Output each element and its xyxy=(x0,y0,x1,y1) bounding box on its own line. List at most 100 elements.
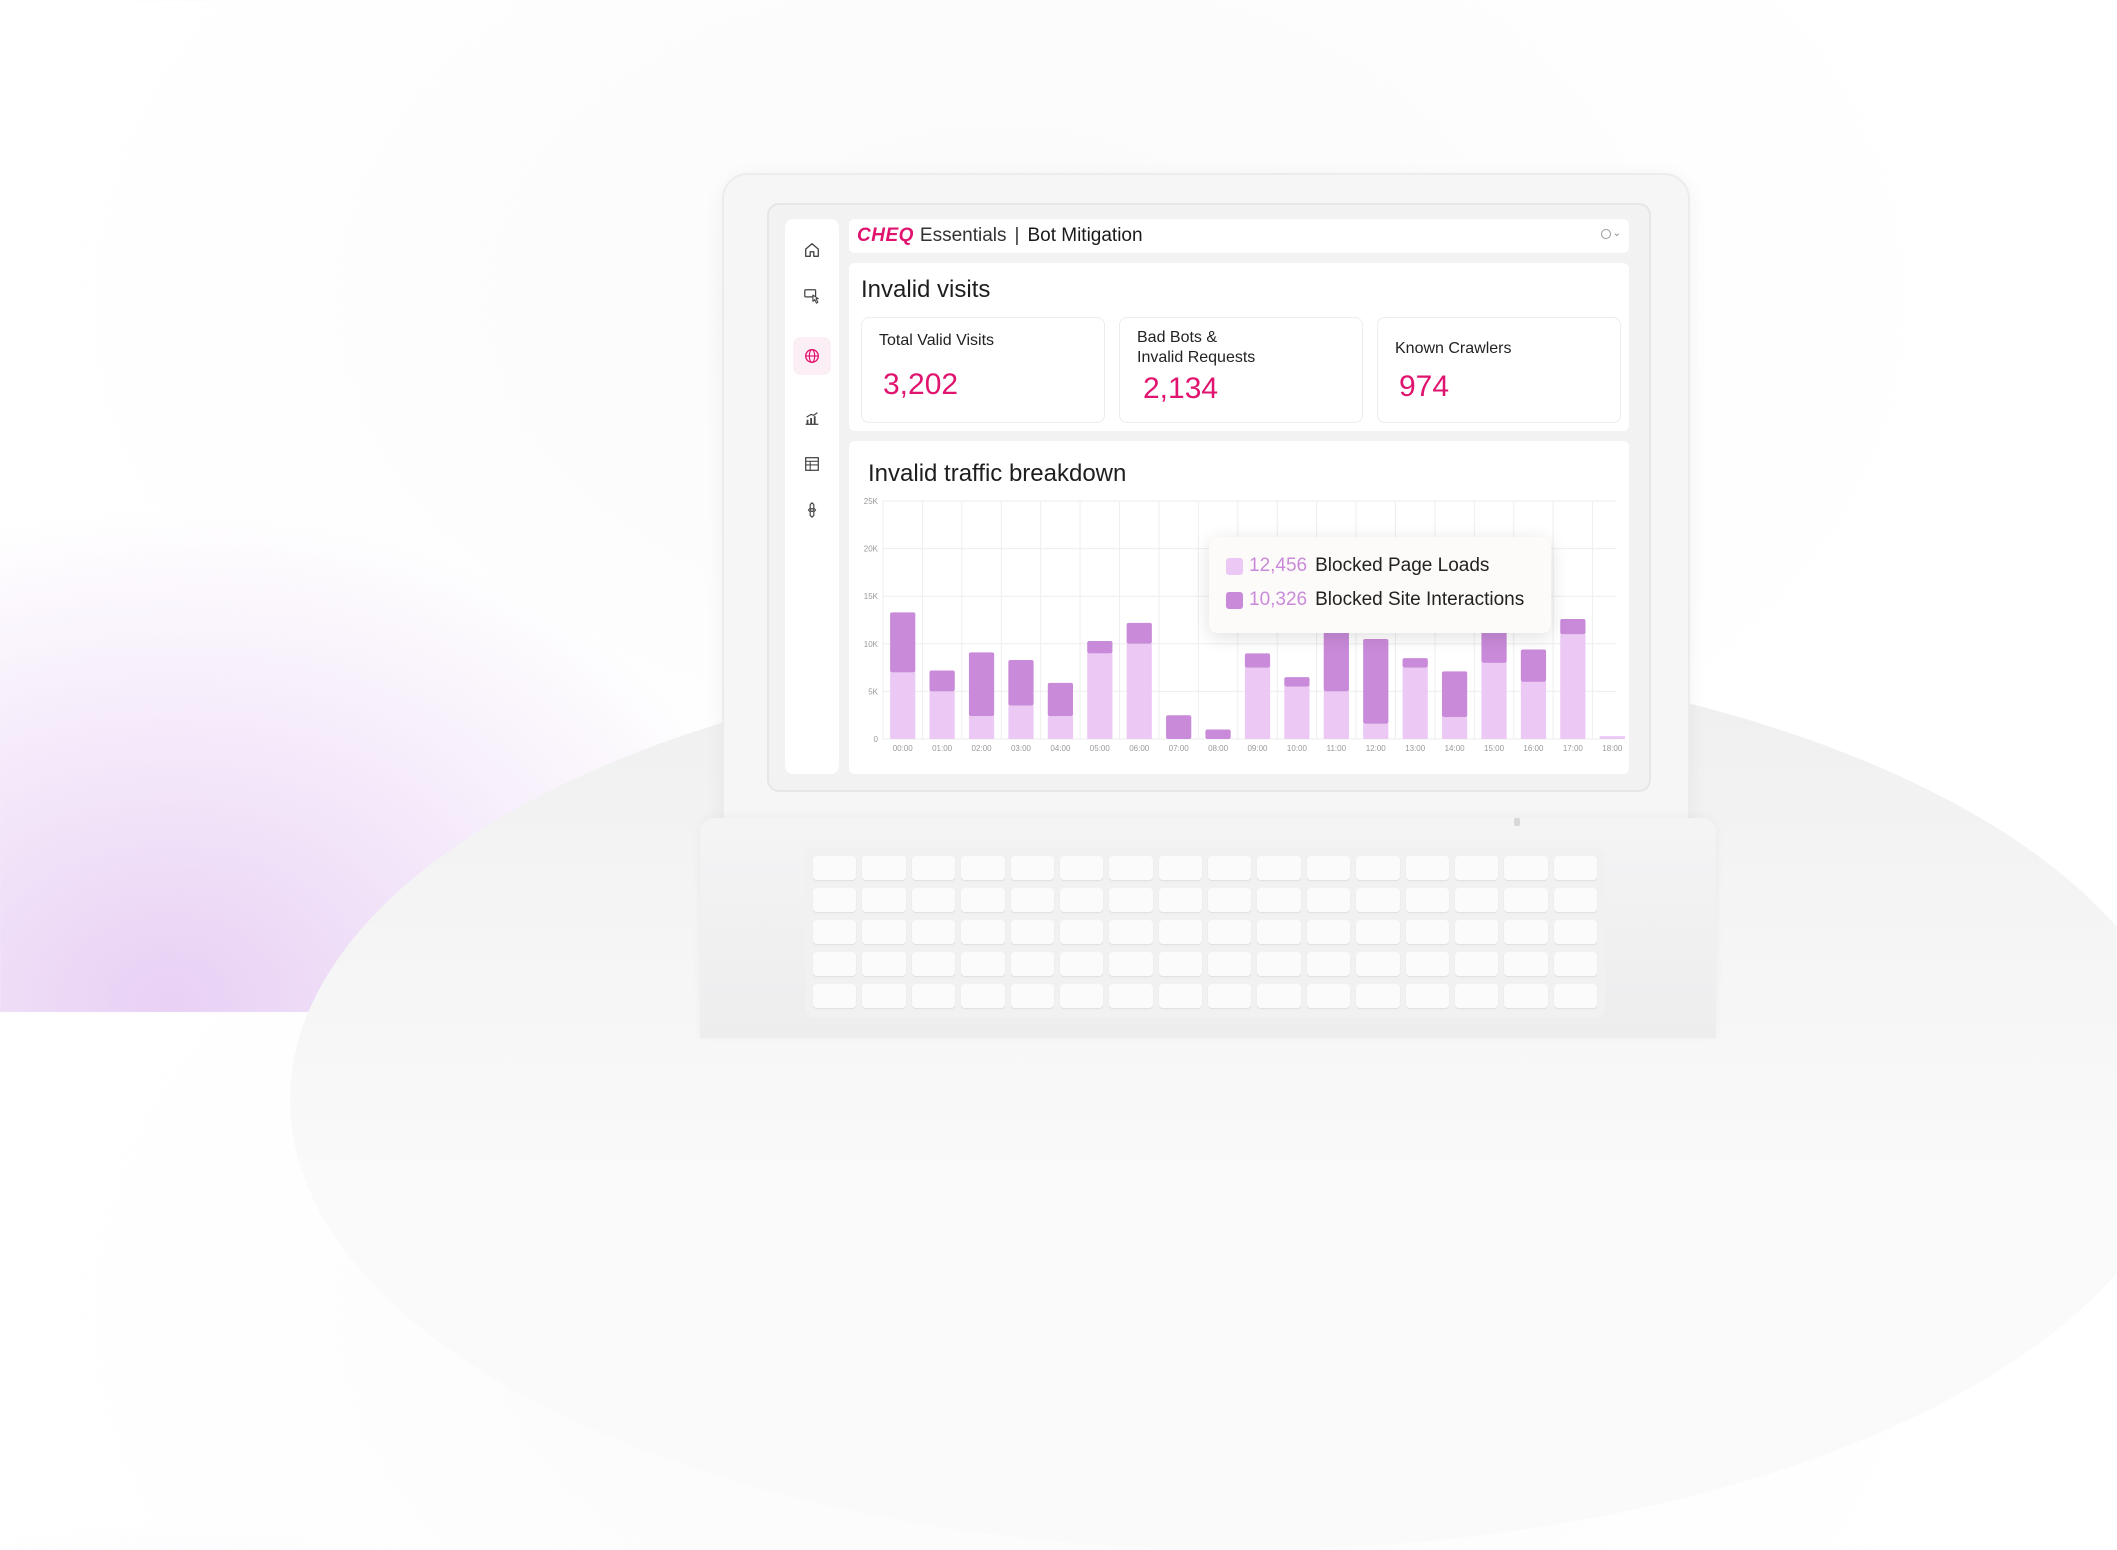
bar-blocked-page-loads[interactable] xyxy=(1402,667,1428,739)
keyboard-key xyxy=(1504,984,1548,1008)
bar-blocked-page-loads[interactable] xyxy=(929,691,955,739)
keyboard-key xyxy=(1109,952,1153,976)
bar-blocked-site-interactions[interactable] xyxy=(1047,682,1074,717)
keyboard-key xyxy=(1208,856,1252,880)
x-tick-label: 05:00 xyxy=(1090,744,1111,753)
keyboard-key xyxy=(1356,952,1400,976)
keyboard-key xyxy=(961,984,1005,1008)
bar-blocked-page-loads[interactable] xyxy=(1441,717,1468,739)
bar-blocked-page-loads[interactable] xyxy=(1047,716,1074,739)
keyboard-key xyxy=(1306,920,1351,944)
x-tick-label: 02:00 xyxy=(972,744,993,753)
bar-blocked-page-loads[interactable] xyxy=(1560,634,1586,739)
invalid-visits-panel: Invalid visits Total Valid Visits 3,202 … xyxy=(849,263,1629,431)
x-tick-label: 12:00 xyxy=(1366,744,1387,753)
cheq-logo[interactable]: CHEQ xyxy=(857,225,914,246)
keyboard-key xyxy=(1208,888,1252,912)
bar-blocked-site-interactions[interactable] xyxy=(1402,658,1428,668)
keyboard-key xyxy=(1504,920,1548,944)
bar-blocked-site-interactions[interactable] xyxy=(1087,640,1113,654)
keyboard-key xyxy=(1208,920,1252,944)
analytics-chart-icon[interactable] xyxy=(793,399,831,437)
keyboard-key xyxy=(961,952,1005,976)
y-tick-label: 20K xyxy=(864,545,879,554)
keyboard-key xyxy=(1504,856,1548,880)
bar-blocked-site-interactions[interactable] xyxy=(1441,671,1468,718)
keyboard-key xyxy=(862,888,906,912)
keyboard-key xyxy=(1306,888,1351,912)
bar-blocked-page-loads[interactable] xyxy=(1284,686,1310,739)
keyboard-key xyxy=(1059,920,1104,944)
bar-blocked-page-loads[interactable] xyxy=(1520,681,1547,739)
y-tick-label: 15K xyxy=(864,592,879,601)
keyboard-key xyxy=(1356,856,1400,880)
globe-icon[interactable] xyxy=(793,337,831,375)
click-monitor-icon[interactable] xyxy=(793,277,831,315)
keyboard-key xyxy=(862,952,906,976)
bar-blocked-page-loads[interactable] xyxy=(1599,736,1625,739)
bar-blocked-page-loads[interactable] xyxy=(1323,691,1349,739)
bar-blocked-page-loads[interactable] xyxy=(1481,662,1507,739)
bar-blocked-site-interactions[interactable] xyxy=(1560,619,1586,635)
bar-blocked-site-interactions[interactable] xyxy=(1205,729,1231,739)
keyboard-key xyxy=(1405,856,1449,880)
laptop-screen: CHEQ Essentials | Bot Mitigation ⌄ Inval… xyxy=(767,203,1651,792)
bar-blocked-page-loads[interactable] xyxy=(1008,705,1034,739)
bar-blocked-site-interactions[interactable] xyxy=(929,670,955,692)
keyboard-key xyxy=(1504,952,1548,976)
laptop-hinge xyxy=(1514,818,1520,826)
bar-blocked-site-interactions[interactable] xyxy=(890,612,916,673)
x-tick-label: 10:00 xyxy=(1287,744,1308,753)
tooltip-row-site-interactions: 10,326 Blocked Site Interactions xyxy=(1226,589,1524,611)
stat-card-total-valid-visits: Total Valid Visits 3,202 xyxy=(861,317,1105,423)
keyboard-key xyxy=(1059,888,1104,912)
stat-value: 2,134 xyxy=(1143,372,1219,405)
bar-blocked-site-interactions[interactable] xyxy=(1520,649,1547,682)
bar-blocked-page-loads[interactable] xyxy=(1087,653,1113,739)
bar-blocked-page-loads[interactable] xyxy=(968,716,995,739)
bar-blocked-page-loads[interactable] xyxy=(1126,643,1152,739)
keyboard-key xyxy=(1059,856,1104,880)
stat-value: 974 xyxy=(1399,370,1450,403)
x-tick-label: 06:00 xyxy=(1129,744,1150,753)
settings-gear-icon[interactable] xyxy=(793,491,831,529)
x-tick-label: 15:00 xyxy=(1484,744,1505,753)
y-tick-label: 0 xyxy=(874,735,879,744)
user-menu[interactable]: ⌄ xyxy=(1600,228,1621,239)
keyboard-key xyxy=(1010,888,1054,912)
keyboard-key xyxy=(1405,888,1449,912)
bar-blocked-site-interactions[interactable] xyxy=(1284,677,1310,687)
stat-label-line-1: Bad Bots & xyxy=(1137,329,1218,346)
keyboard-key xyxy=(1010,952,1054,976)
tooltip-value: 12,456 xyxy=(1249,555,1308,576)
keyboard-key xyxy=(961,920,1005,944)
x-tick-label: 11:00 xyxy=(1327,744,1347,753)
keyboard-key xyxy=(1553,888,1597,912)
keyboard-key xyxy=(1257,856,1301,880)
bar-blocked-site-interactions[interactable] xyxy=(1008,659,1034,706)
invalid-visits-title: Invalid visits xyxy=(861,276,991,303)
bar-blocked-page-loads[interactable] xyxy=(1363,723,1389,739)
home-icon[interactable] xyxy=(793,231,831,269)
keyboard-key xyxy=(1454,856,1499,880)
keyboard-key xyxy=(862,984,906,1008)
keyboard-key xyxy=(911,952,956,976)
bar-blocked-site-interactions[interactable] xyxy=(1363,639,1389,724)
bar-blocked-site-interactions[interactable] xyxy=(1166,715,1192,739)
keyboard-key xyxy=(1553,952,1597,976)
keyboard-key xyxy=(1158,952,1202,976)
keyboard-key xyxy=(1109,920,1153,944)
keyboard-key xyxy=(1257,952,1301,976)
bar-blocked-site-interactions[interactable] xyxy=(1126,622,1152,644)
stat-label: Total Valid Visits xyxy=(879,332,995,349)
keyboard-key xyxy=(813,920,857,944)
title-separator: | xyxy=(1014,225,1020,246)
table-report-icon[interactable] xyxy=(793,445,831,483)
keyboard-key xyxy=(961,888,1005,912)
bar-blocked-page-loads[interactable] xyxy=(1244,667,1271,739)
bar-blocked-site-interactions[interactable] xyxy=(1244,653,1271,668)
bar-blocked-page-loads[interactable] xyxy=(890,672,916,739)
bar-blocked-site-interactions[interactable] xyxy=(968,652,995,717)
keyboard-key xyxy=(1454,920,1499,944)
x-tick-label: 03:00 xyxy=(1011,744,1032,753)
